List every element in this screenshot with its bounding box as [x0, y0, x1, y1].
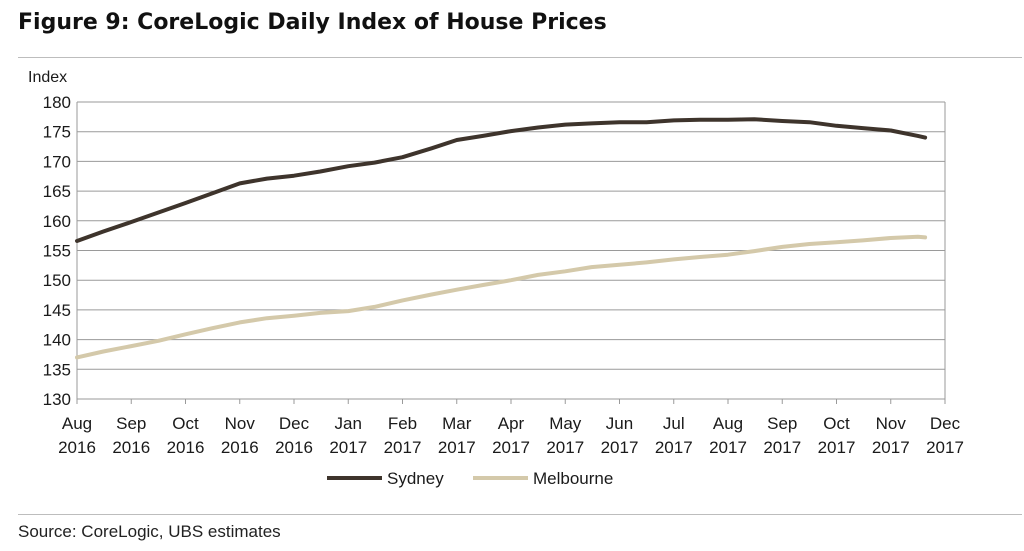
- legend: Sydney Melbourne: [327, 469, 613, 488]
- x-tick-year-6: 2017: [384, 438, 422, 457]
- x-tick-month-5: Jan: [335, 414, 362, 433]
- x-tick-month-10: Jun: [606, 414, 633, 433]
- y-tick-label-130: 130: [43, 390, 71, 409]
- x-tick-year-14: 2017: [818, 438, 856, 457]
- x-tick-month-12: Aug: [713, 414, 743, 433]
- x-tick-year-3: 2016: [221, 438, 259, 457]
- x-tick-month-2: Oct: [172, 414, 199, 433]
- x-tick-year-10: 2017: [601, 438, 639, 457]
- y-tick-label-160: 160: [43, 212, 71, 231]
- y-tick-label-150: 150: [43, 271, 71, 290]
- x-tick-year-4: 2016: [275, 438, 313, 457]
- x-tick-month-1: Sep: [116, 414, 146, 433]
- x-tick-month-14: Oct: [823, 414, 850, 433]
- x-tick-year-9: 2017: [546, 438, 584, 457]
- source-note: Source: CoreLogic, UBS estimates: [18, 522, 281, 541]
- x-tick-year-8: 2017: [492, 438, 530, 457]
- x-tick-year-15: 2017: [872, 438, 910, 457]
- x-tick-month-16: Dec: [930, 414, 961, 433]
- bottom-rule: [18, 514, 1022, 515]
- x-tick-month-6: Feb: [388, 414, 417, 433]
- y-tick-label-175: 175: [43, 123, 71, 142]
- series: [75, 117, 928, 360]
- series-line-melbourne: [75, 234, 928, 360]
- y-tick-label-165: 165: [43, 182, 71, 201]
- x-tick-year-12: 2017: [709, 438, 747, 457]
- series-line-sydney: [75, 117, 928, 243]
- x-tick-month-4: Dec: [279, 414, 310, 433]
- y-tick-label-155: 155: [43, 242, 71, 261]
- x-tick-month-0: Aug: [62, 414, 92, 433]
- figure-title: Figure 9: CoreLogic Daily Index of House…: [18, 10, 607, 35]
- x-axis-ticks: Aug 2016 Sep 2016 Oct 2016 Nov 2016 Dec 2016 Jan 20…: [58, 399, 964, 457]
- x-tick-year-13: 2017: [763, 438, 801, 457]
- x-tick-month-15: Nov: [876, 414, 907, 433]
- y-tick-label-145: 145: [43, 301, 71, 320]
- x-tick-year-5: 2017: [329, 438, 367, 457]
- y-axis-ticks: 130 135 140 145 150 155 160 165 170 175 180: [43, 93, 71, 409]
- x-tick-month-8: Apr: [498, 414, 525, 433]
- legend-label-melbourne: Melbourne: [533, 469, 613, 488]
- x-tick-month-3: Nov: [225, 414, 256, 433]
- y-axis-label: Index: [28, 69, 67, 86]
- grid: [76, 101, 946, 400]
- x-tick-year-0: 2016: [58, 438, 96, 457]
- top-rule: [18, 57, 1022, 58]
- y-tick-label-135: 135: [43, 360, 71, 379]
- x-tick-year-16: 2017: [926, 438, 964, 457]
- x-tick-month-13: Sep: [767, 414, 797, 433]
- legend-label-sydney: Sydney: [387, 469, 444, 488]
- x-tick-year-2: 2016: [167, 438, 205, 457]
- x-tick-month-9: May: [549, 414, 582, 433]
- y-tick-label-180: 180: [43, 93, 71, 112]
- y-tick-label-170: 170: [43, 152, 71, 171]
- x-tick-year-1: 2016: [112, 438, 150, 457]
- y-tick-label-140: 140: [43, 331, 71, 350]
- x-tick-year-7: 2017: [438, 438, 476, 457]
- x-tick-year-11: 2017: [655, 438, 693, 457]
- x-tick-month-11: Jul: [663, 414, 685, 433]
- x-tick-month-7: Mar: [442, 414, 472, 433]
